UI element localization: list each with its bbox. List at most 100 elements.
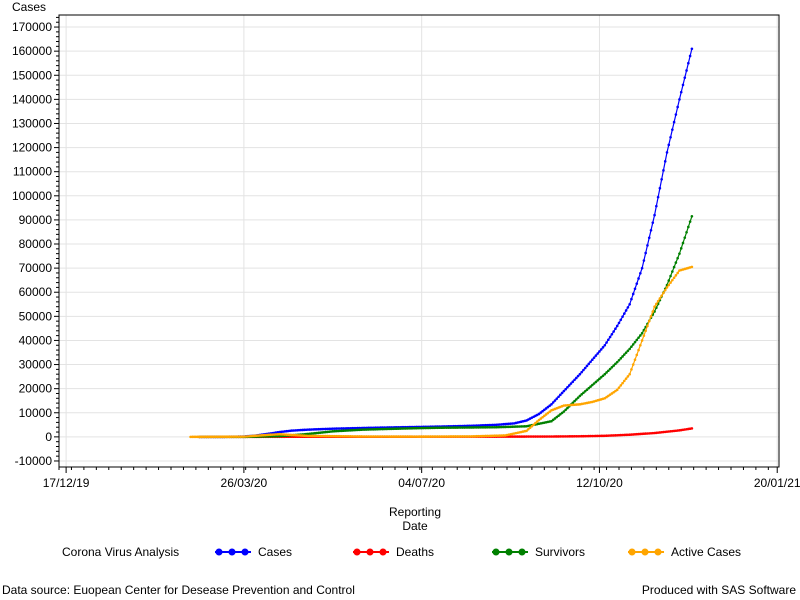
cases-point: [591, 358, 594, 362]
cases-point: [630, 297, 633, 301]
survivors-point: [619, 357, 623, 360]
survivors-point: [624, 351, 628, 354]
survivors-point: [573, 399, 576, 403]
survivors-point: [559, 413, 562, 416]
cases-point: [559, 393, 562, 397]
plot-frame: [58, 14, 780, 468]
active-cases-point: [674, 274, 678, 277]
survivors-point: [605, 371, 608, 374]
active-cases-point: [530, 424, 534, 428]
cases-point: [578, 372, 582, 376]
survivors-point: [557, 414, 560, 417]
legend-label-survivors: Survivors: [535, 545, 585, 559]
survivors-point: [608, 367, 612, 371]
y-tick-label: 120000: [12, 141, 52, 155]
cases-point: [637, 277, 640, 280]
cases-point: [633, 287, 637, 291]
y-tick-label: 140000: [12, 92, 52, 106]
cases-point: [599, 348, 603, 351]
cases-point: [587, 362, 591, 366]
active-cases-point: [672, 276, 676, 280]
survivors-point: [551, 418, 555, 422]
cases-point: [546, 405, 550, 409]
survivors-point: [555, 415, 559, 419]
active-cases-point: [690, 265, 694, 269]
cases-point: [607, 338, 610, 342]
deaths-point: [690, 427, 694, 430]
active-cases-point: [619, 384, 623, 387]
survivors-point: [688, 220, 692, 223]
active-cases-point: [223, 435, 226, 439]
survivors-point: [671, 270, 674, 273]
active-cases-point: [390, 435, 393, 438]
survivors-point: [676, 256, 679, 260]
y-tick-label: 170000: [12, 20, 52, 34]
active-cases-point: [639, 343, 642, 347]
survivors-point: [637, 336, 640, 339]
active-cases-point: [635, 353, 639, 357]
cases-point: [679, 90, 683, 94]
deaths-point: [512, 435, 516, 438]
cases-point: [676, 105, 679, 109]
survivors-point: [678, 252, 681, 255]
active-cases-point: [231, 435, 235, 438]
y-tick-label: 30000: [19, 358, 53, 372]
cases-point: [548, 404, 551, 408]
cases-point: [612, 330, 615, 333]
cases-point: [649, 228, 653, 232]
cases-point: [656, 195, 660, 199]
survivors-point: [564, 408, 567, 412]
survivors-point: [612, 364, 615, 367]
y-tick-label: 50000: [19, 309, 53, 323]
cases-point: [651, 221, 655, 224]
cases-point: [560, 391, 564, 395]
active-cases-point: [649, 315, 653, 318]
active-cases-point: [637, 348, 640, 352]
active-cases-point: [438, 435, 441, 438]
cases-point: [589, 360, 592, 364]
active-cases-point: [665, 286, 669, 289]
active-cases-point: [240, 435, 244, 438]
legend-marker-survivors: [518, 548, 526, 556]
legend-marker-deaths: [366, 548, 374, 556]
cases-point: [610, 332, 614, 336]
active-cases-point: [633, 358, 637, 362]
active-cases-point: [646, 324, 649, 328]
cases-point: [624, 309, 628, 312]
active-cases-point: [653, 305, 656, 308]
active-cases-point: [656, 299, 660, 303]
survivors-point: [623, 353, 626, 356]
cases-point: [635, 282, 639, 285]
active-cases-point: [544, 413, 548, 416]
legend-marker-cases: [228, 548, 236, 556]
cases-line: [199, 48, 693, 438]
survivors-point: [672, 265, 676, 269]
active-cases-point: [631, 363, 635, 366]
cases-point: [665, 151, 669, 154]
deaths-point: [546, 435, 550, 438]
survivors-point: [580, 393, 583, 396]
active-cases-point: [384, 435, 388, 438]
active-cases-point: [528, 426, 532, 430]
survivors-point: [560, 411, 564, 415]
x-axis-label: Reporting: [389, 505, 441, 519]
x-tick-label: 26/03/20: [221, 476, 268, 490]
survivors-point: [653, 310, 656, 313]
active-cases-point: [671, 278, 674, 282]
cases-point: [672, 120, 676, 124]
active-cases-point: [534, 421, 537, 425]
active-cases-point: [393, 435, 397, 438]
legend-marker-cases: [215, 548, 223, 556]
x-tick-label: 04/07/20: [398, 476, 445, 490]
cases-point: [653, 213, 656, 217]
cases-point: [688, 54, 692, 58]
deaths-point: [534, 435, 537, 438]
survivors-point: [550, 419, 553, 423]
active-cases-point: [660, 294, 663, 297]
cases-point: [619, 318, 623, 322]
cases-point: [541, 409, 544, 413]
survivors-point: [690, 214, 694, 218]
survivors-point: [685, 231, 688, 234]
active-cases-point: [454, 435, 457, 438]
cases-point: [617, 321, 621, 325]
